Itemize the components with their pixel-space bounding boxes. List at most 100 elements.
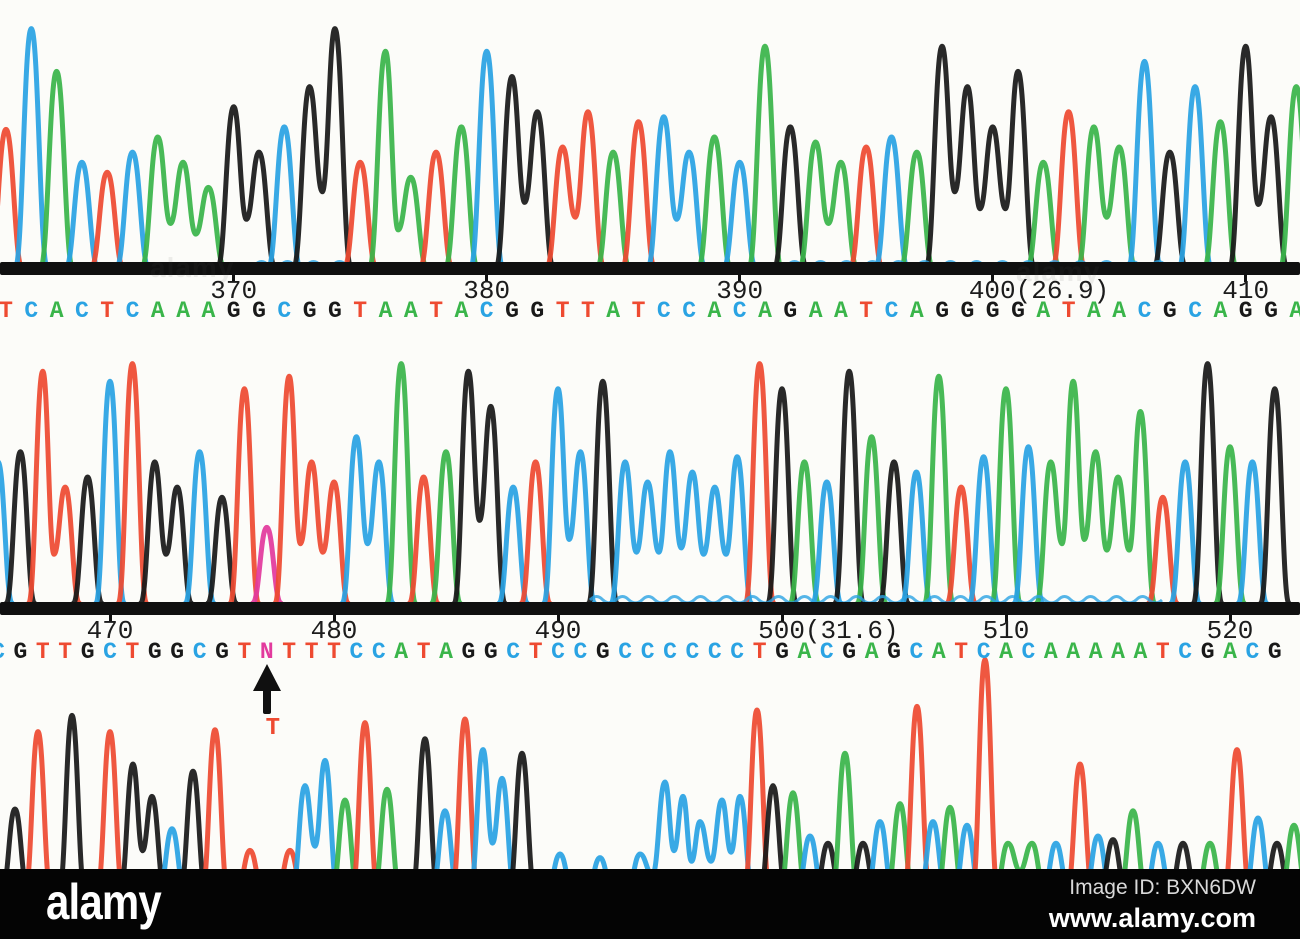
base-letter: G — [252, 298, 266, 324]
axis-tick — [738, 275, 742, 282]
base-letter: C — [1137, 298, 1152, 324]
tick-label: 370 — [210, 276, 258, 306]
base-letter: C — [349, 639, 364, 665]
base-letter: C — [663, 639, 677, 665]
tick-label: 380 — [463, 276, 511, 306]
base-letter: C — [0, 641, 5, 664]
base-letter: A — [999, 639, 1013, 665]
base-letter: A — [797, 639, 812, 665]
base-letter: G — [935, 298, 949, 324]
base-letter: T — [35, 639, 50, 665]
image-id-label: Image ID: BXN6DW — [1069, 876, 1256, 899]
base-letter: A — [403, 298, 418, 324]
base-letter: A — [49, 298, 64, 324]
trace-row-2 — [0, 361, 1292, 606]
base-letter: A — [454, 298, 469, 324]
base-letter: G — [1011, 298, 1025, 324]
base-letter: T — [528, 639, 543, 665]
base-letter: T — [327, 639, 341, 665]
base-letter: C — [1021, 639, 1036, 665]
base-letter: T — [416, 639, 431, 665]
base-letter: A — [931, 639, 946, 665]
base-letter: C — [707, 639, 722, 665]
base-letter: C — [909, 639, 924, 665]
trace-row-1 — [0, 26, 1300, 271]
base-letter: C — [685, 639, 700, 665]
base-letter: G — [1200, 639, 1215, 665]
base-letter: T — [304, 639, 319, 665]
base-letter: A — [909, 298, 924, 324]
base-letter: A — [201, 298, 216, 324]
base-letter: T — [555, 298, 570, 324]
base-letter: C — [371, 639, 386, 665]
base-letter: G — [1162, 298, 1177, 324]
tick-label: 470 — [86, 616, 134, 646]
base-letter: C — [506, 639, 521, 665]
base-letter: G — [842, 639, 857, 665]
base-letter: G — [960, 298, 975, 324]
base-letter: A — [1112, 298, 1127, 324]
baseline-axis-row-2 — [0, 602, 1300, 615]
base-letter: A — [1223, 639, 1237, 665]
base-letter: C — [551, 639, 565, 665]
base-letter: T — [580, 298, 595, 324]
base-letter: T — [954, 639, 969, 665]
base-letter: A — [606, 298, 621, 324]
base-letter: G — [505, 298, 519, 324]
arrow-stem — [262, 689, 271, 714]
arrow-head — [252, 664, 281, 691]
base-letter: G — [226, 298, 241, 324]
base-letter: A — [833, 298, 848, 324]
base-letter: G — [1264, 298, 1278, 324]
tick-label: 480 — [310, 616, 358, 646]
base-letter: C — [479, 298, 494, 324]
axis-tick — [780, 615, 784, 622]
site-url-label: www.alamy.com — [1048, 903, 1256, 934]
trace-row-3 — [0, 657, 1300, 893]
base-letter: C — [125, 298, 140, 324]
base-letter: C — [656, 298, 671, 324]
base-letter: A — [150, 298, 165, 324]
base-letter: G — [783, 298, 798, 324]
base-letter: A — [1213, 298, 1228, 324]
base-letter: C — [24, 298, 39, 324]
base-letter: C — [74, 298, 89, 324]
base-letter: C — [1188, 298, 1202, 324]
base-letter: G — [327, 298, 342, 324]
axis-tick — [1228, 615, 1232, 622]
base-letter: G — [461, 639, 476, 665]
base-letter: T — [859, 298, 874, 324]
tick-label: 490 — [534, 616, 582, 646]
alamy-logo: alamy — [46, 874, 162, 930]
axis-tick — [1004, 615, 1008, 622]
tick-label: 500(31.6) — [758, 616, 899, 646]
base-letter: G — [80, 639, 95, 665]
base-letter: G — [1238, 298, 1253, 324]
axis-tick — [485, 275, 489, 282]
base-letter: A — [378, 298, 393, 324]
corrected-base-label: T — [265, 715, 280, 742]
base-letter: A — [176, 298, 190, 324]
base-letter: A — [1043, 639, 1058, 665]
baseline-axis-row-1 — [0, 262, 1300, 275]
base-letter: C — [884, 298, 899, 324]
base-letter: A — [1133, 639, 1148, 665]
base-letter: A — [808, 298, 823, 324]
mutation-arrow-icon — [252, 664, 282, 714]
base-letter: A — [1036, 298, 1051, 324]
axis-tick — [332, 615, 336, 622]
base-letter: C — [730, 639, 745, 665]
base-letter: A — [1088, 639, 1103, 665]
base-letter: G — [887, 639, 901, 665]
image-credit: Image ID: BXN6DW www.alamy.com — [1049, 876, 1256, 934]
base-letter: G — [1267, 639, 1282, 665]
base-letter: A — [1086, 298, 1101, 324]
base-letter: T — [353, 298, 368, 324]
base-letter: C — [1245, 639, 1260, 665]
base-letter: G — [530, 298, 545, 324]
base-letter: C — [976, 639, 991, 665]
base-letter: C — [732, 298, 747, 324]
base-letter: T — [58, 639, 73, 665]
base-letter: C — [640, 639, 655, 665]
base-letter: T — [282, 639, 297, 665]
